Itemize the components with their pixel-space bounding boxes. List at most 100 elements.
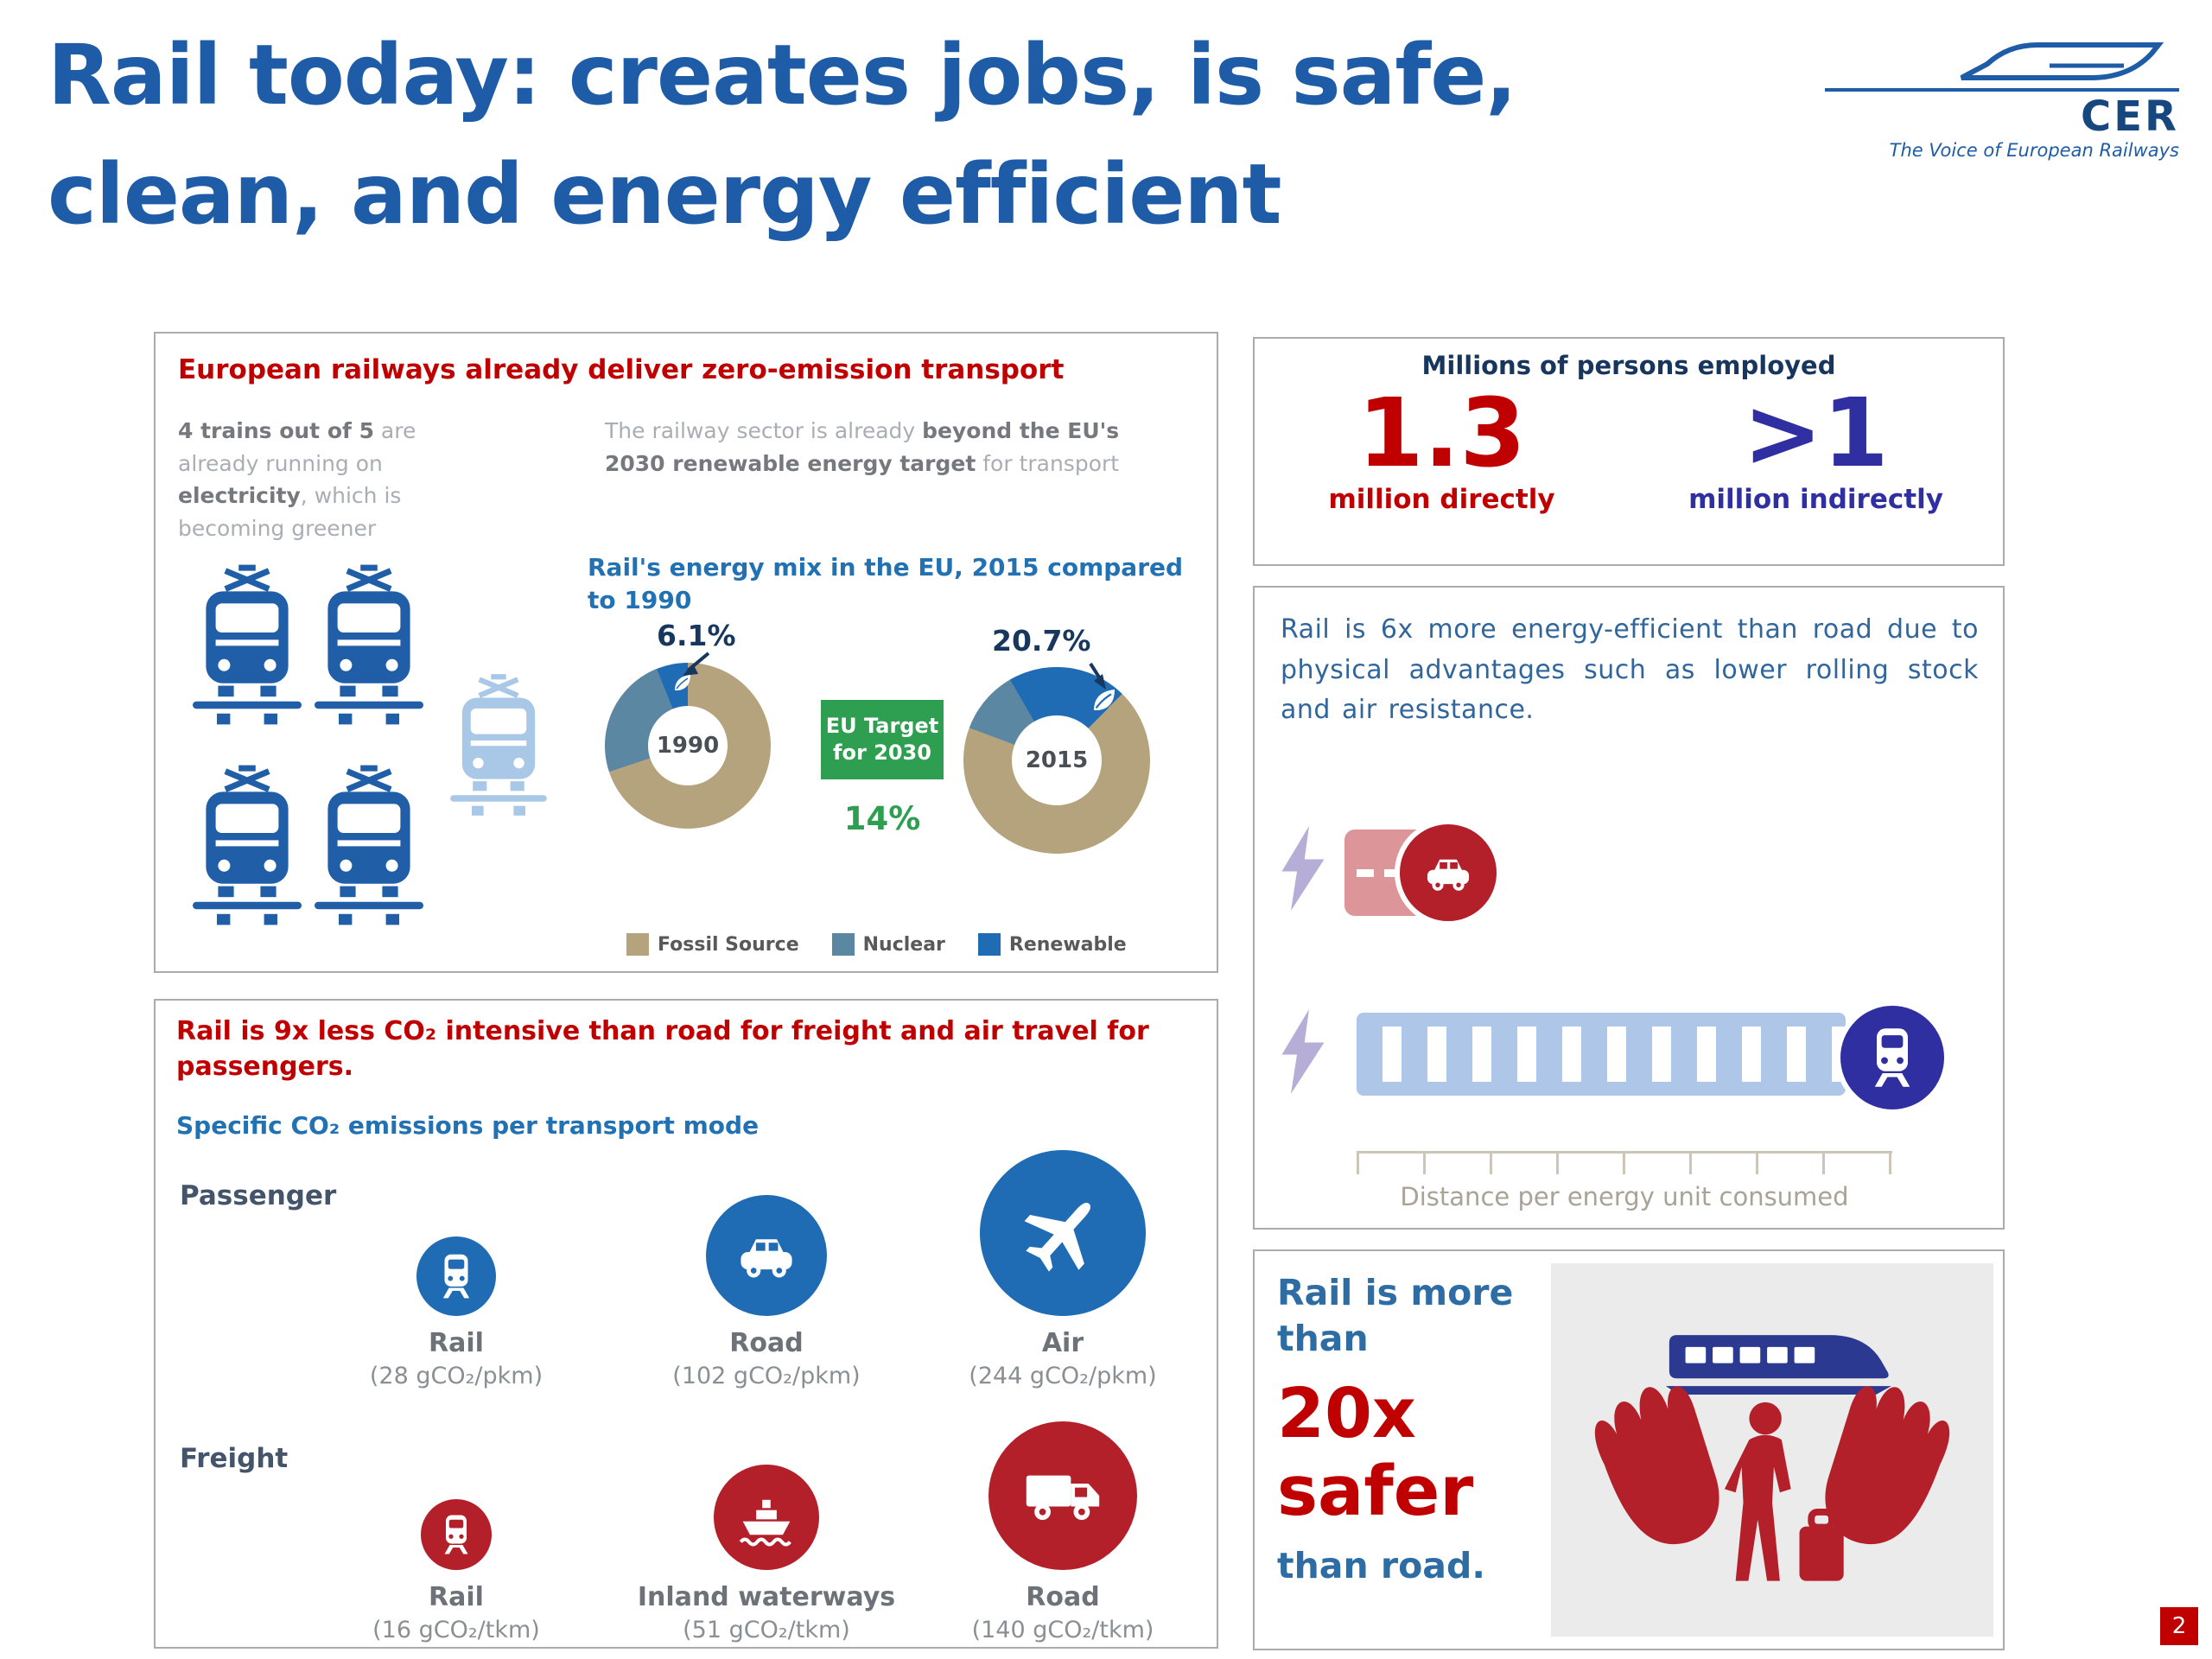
callout-arrow-icon [1089,662,1106,690]
employment-indirect-value: >1 [1743,378,1889,488]
donut-chart-2015: 2015 [963,667,1150,854]
energy-mix-legend: Fossil Source Nuclear Renewable [626,933,1127,956]
donut-hole [647,705,728,786]
mode-value: (140 gCO₂/tkm) [971,1617,1154,1643]
fact-text: for transport [976,450,1120,476]
hands-protecting-passenger-icon [1594,1335,1950,1581]
page-title-line1: Rail today: creates jobs, is safe, [48,27,1517,124]
legend-label: Renewable [1008,933,1127,956]
energy-efficiency-panel: Rail is 6x more energy-efficient than ro… [1253,586,2005,1230]
co2-emissions-panel: Rail is 9x less CO₂ intensive than road … [154,999,1218,1649]
mode-circle [714,1465,819,1570]
freight-row-label: Freight [180,1443,289,1474]
fact-bold: 4 trains out of 5 [178,418,374,443]
car-badge [1395,819,1502,926]
employment-direct-label: million directly [1328,483,1555,515]
page-number: 2 [2160,1607,2198,1645]
legend-label: Fossil Source [658,933,799,956]
mode-circle [416,1236,496,1316]
employment-indirect-label: million indirectly [1688,483,1943,515]
fact-text: The railway sector is already [605,418,923,443]
truck-icon [1020,1452,1106,1539]
legend-label: Nuclear [862,933,945,956]
legend-swatch-fossil [626,933,649,956]
mode-value: (16 gCO₂/tkm) [372,1617,540,1643]
lightning-bolt-icon [1279,1009,1327,1094]
safety-multiplier: 20x [1277,1373,1416,1453]
safety-value: 20x safer [1277,1373,1536,1532]
employment-panel: Millions of persons employed 1.3 million… [1253,337,2005,566]
mode-circle [421,1499,492,1570]
fact-trains-electricity: 4 trains out of 5 are already running on… [178,415,463,544]
callout-2015-renewable: 20.7% [992,624,1091,658]
donut-2015-label: 2015 [1025,747,1089,773]
fact-renewable-target: The railway sector is already beyond the… [605,415,1166,480]
employment-direct-value: 1.3 [1357,378,1526,488]
mode-freight-inland-waterways: Inland waterways (51 gCO₂/tkm) [620,1391,913,1643]
tram-icon [308,753,429,937]
donut-1990-label: 1990 [656,733,720,759]
safety-word: safer [1277,1452,1474,1532]
mode-name: Air [1041,1328,1084,1358]
mode-value: (102 gCO₂/pkm) [672,1363,861,1389]
mode-circle [706,1195,827,1316]
eu-target-box: EU Target for 2030 [821,700,944,779]
fact-bold: electricity [178,483,301,508]
fact-bold: beyond the EU's 2030 renewable energy ta… [605,418,1120,476]
distance-scale-label: Distance per energy unit consumed [1400,1182,1849,1211]
car-icon [1418,842,1478,903]
train-icon [1861,1027,1923,1089]
page-title-line2: clean, and energy efficient [48,146,1282,244]
legend-swatch-nuclear [831,933,855,956]
car-icon [729,1218,804,1293]
page-title: Rail today: creates jobs, is safe, clean… [48,16,1517,254]
mode-value: (28 gCO₂/pkm) [369,1363,543,1389]
mode-name: Rail [429,1328,484,1358]
employment-heading: Millions of persons employed [1421,351,1836,380]
mode-value: (51 gCO₂/tkm) [683,1617,850,1643]
train-icon [435,1514,477,1555]
employment-indirect: >1 million indirectly [1629,378,2003,515]
legend-item-renewable: Renewable [977,933,1127,956]
co2-heading: Rail is 9x less CO₂ intensive than road … [176,1016,1149,1082]
employment-values: 1.3 million directly >1 million indirect… [1255,378,2003,515]
mode-freight-rail: Rail (16 gCO₂/tkm) [309,1391,603,1643]
safety-intro: Rail is more than [1277,1272,1514,1360]
mode-passenger-road: Road (102 gCO₂/pkm) [620,1130,913,1389]
mode-passenger-rail: Rail (28 gCO₂/pkm) [309,1130,603,1389]
mode-circle [988,1421,1137,1570]
mode-circle [980,1150,1146,1316]
plane-icon [1000,1170,1127,1297]
mode-name: Road [1026,1582,1100,1612]
callout-1990-renewable: 6.1% [657,619,736,652]
ship-icon [734,1484,799,1550]
safety-outro: than road. [1277,1545,1485,1587]
tram-icon [187,753,308,937]
logo-brand: CER [2081,92,2179,141]
donut-hole [1012,715,1102,805]
mode-value: (244 gCO₂/pkm) [969,1363,1157,1389]
eu-target-value: 14% [843,800,921,837]
passenger-row-label: Passenger [180,1180,337,1211]
train-icon [433,1253,480,1300]
railway-track-bar [1357,1013,1846,1096]
tram-icon-light [445,664,552,826]
leaf-icon [672,672,693,693]
legend-swatch-renewable [977,933,1001,956]
fact-text: , which is becoming greener [178,483,402,541]
tram-icon [187,553,308,736]
mode-name: Road [729,1328,804,1358]
logo-divider [1825,88,2179,92]
mode-name: Inland waterways [637,1582,896,1612]
energy-mix-heading: Rail's energy mix in the EU, 2015 compar… [588,553,1184,614]
donut-chart-1990: 1990 [605,663,771,829]
employment-direct: 1.3 million directly [1255,378,1629,515]
legend-item-fossil: Fossil Source [626,933,799,956]
safety-text: Rail is more than 20x safer than road. [1277,1270,1536,1590]
distance-ruler [1357,1151,1892,1174]
zero-emission-panel: European railways already deliver zero-e… [154,332,1218,973]
train-badge [1835,1001,1949,1115]
efficiency-text: Rail is 6x more energy-efficient than ro… [1281,614,1979,725]
fact-text: are already running on [178,418,416,476]
mode-freight-road: Road (140 gCO₂/tkm) [916,1391,1210,1643]
